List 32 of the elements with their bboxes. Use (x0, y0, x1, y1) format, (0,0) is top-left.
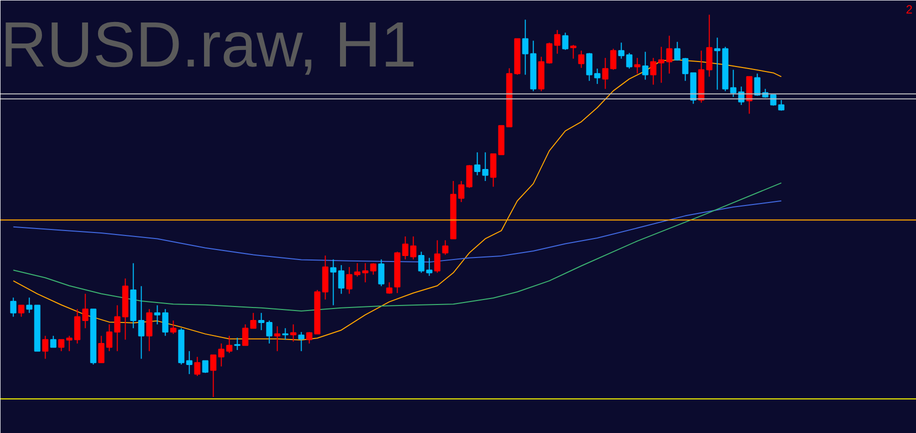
candlestick (290, 324, 296, 342)
candlestick (242, 324, 248, 346)
candlestick (194, 356, 200, 376)
candlestick (234, 337, 240, 350)
candlestick (298, 332, 304, 352)
candlestick (202, 360, 208, 374)
candlestick (170, 320, 176, 334)
chart-title: RUSD.raw, H1 (0, 8, 417, 80)
candlestick (42, 335, 48, 360)
candlestick (386, 282, 392, 294)
candlestick (18, 304, 24, 318)
candlestick (282, 328, 288, 340)
candlestick (562, 32, 568, 50)
candlestick (10, 297, 16, 318)
candlestick (258, 312, 264, 331)
candlestick (434, 240, 440, 274)
candlestick (442, 240, 448, 256)
candlestick (266, 320, 272, 344)
candlestick (250, 312, 256, 329)
text: 2 (906, 2, 913, 16)
candlestick (378, 258, 384, 287)
candlestick (642, 51, 648, 80)
candlestick (610, 48, 616, 70)
candlestick (602, 57, 608, 90)
candlestick (146, 308, 152, 352)
candlestick (50, 335, 56, 348)
candlestick (274, 326, 280, 352)
candlestick (570, 44, 576, 60)
candlestick (346, 266, 352, 294)
candlestick (138, 286, 144, 360)
candlestick (634, 57, 640, 74)
candlestick (578, 50, 584, 68)
